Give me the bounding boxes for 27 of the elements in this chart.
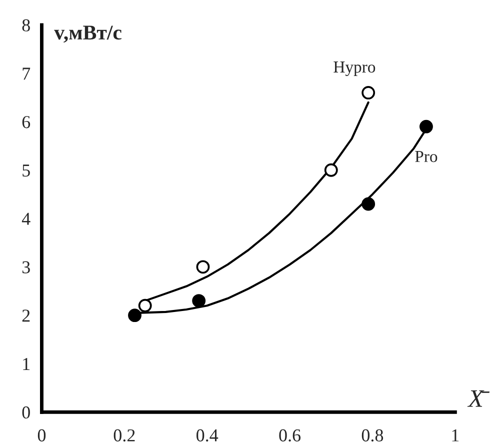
- y-tick-label: 0: [22, 406, 30, 419]
- y-tick-label: 7: [22, 68, 30, 80]
- y-axis-title: v,мВт/с: [54, 26, 122, 43]
- y-tick-label: 6: [22, 116, 30, 128]
- series-label: Hypro: [334, 62, 376, 76]
- x-axis-title: X̄: [467, 390, 490, 407]
- y-tick-label: 4: [22, 212, 30, 225]
- x-tick-label: 0.4: [196, 429, 218, 442]
- y-tick-label: 8: [22, 19, 30, 32]
- point: [138, 298, 152, 312]
- x-tick-label: 0.6: [279, 429, 301, 442]
- x-tick-label: 0: [38, 429, 46, 442]
- point: [192, 294, 206, 308]
- x-tick-label: 0.2: [114, 429, 135, 442]
- y-tick-label: 1: [23, 358, 30, 370]
- point: [362, 197, 376, 211]
- point: [420, 120, 433, 134]
- point: [324, 163, 338, 177]
- point: [196, 260, 210, 274]
- y-tick-label: 5: [22, 164, 30, 177]
- x-tick-label: 0.8: [362, 429, 384, 442]
- series-label: Pro: [415, 151, 438, 162]
- point: [128, 308, 142, 322]
- point: [362, 86, 376, 100]
- y-tick-label: 3: [22, 261, 30, 274]
- x-tick-label: 1: [452, 429, 459, 442]
- y-tick-label: 2: [22, 310, 30, 322]
